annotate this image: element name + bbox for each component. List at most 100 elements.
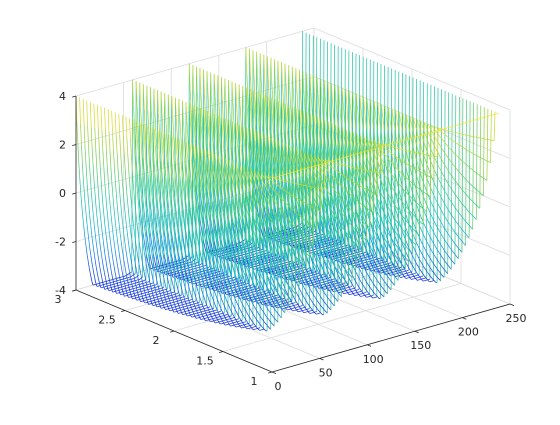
mesh-line-segment [147,209,148,218]
mesh-line-segment [141,253,142,259]
mesh-line-segment [118,267,119,272]
mesh-line-segment [148,217,149,225]
mesh-line-segment [131,293,132,296]
mesh-line-segment [100,241,101,248]
mesh-line-segment [141,275,142,280]
mesh-line-segment [205,230,206,236]
mesh-line-segment [146,284,147,288]
mesh-line-segment [145,275,146,280]
mesh-line-segment [280,270,281,273]
mesh-line-segment [86,249,87,256]
mesh-line-segment [216,117,217,134]
mesh-line-segment [211,223,212,229]
mesh-line-segment [315,94,316,110]
mesh-line-segment [165,239,166,245]
mesh-line-segment [112,182,113,195]
mesh-line-segment [151,112,152,132]
mesh-line-segment [186,167,187,179]
mesh-line-segment [141,141,142,157]
mesh-line-segment [99,282,100,286]
mesh-line-segment [128,206,129,216]
mesh-line-segment [148,195,149,205]
mesh-line-segment [83,215,84,225]
mesh-line-segment [115,112,116,134]
mesh-line-segment [103,282,104,286]
mesh-line-segment [258,163,259,173]
mesh-line-segment [104,268,105,273]
mesh-line-segment [98,278,99,282]
mesh-line-segment [251,97,252,115]
mesh-line-segment [82,204,83,215]
mesh-line-segment [151,262,152,266]
mesh-line-segment [122,115,123,136]
mesh-line-segment [121,206,122,216]
mesh-line-segment [91,193,92,205]
mesh-line-segment [172,256,173,261]
mesh-line-segment [133,120,134,139]
mesh-line-segment [150,215,151,223]
mesh-line-segment [95,193,96,205]
mesh-line-segment [132,266,133,271]
mesh-line-segment [112,255,113,261]
mesh-line-segment [128,240,129,247]
mesh-line-segment [111,267,112,272]
mesh-line-segment [122,216,123,225]
mesh-line-segment [148,184,149,195]
mesh-line-segment [150,233,151,240]
mesh-line-segment [215,98,216,118]
mesh-line-segment [128,155,129,170]
mesh-line-segment [314,231,315,232]
mesh-line-segment [127,274,128,275]
mesh-line-segment [247,107,248,124]
mesh-line-segment [259,98,260,116]
mesh-line-segment [87,225,88,234]
mesh-line-segment [132,275,133,276]
mesh-line-segment [77,123,78,145]
mesh-line-segment [91,256,92,262]
mesh-line-segment [80,179,81,193]
mesh-line-segment [133,184,134,196]
mesh-line-segment [198,114,199,132]
mesh-line-segment [92,282,93,285]
mesh-line-segment [275,82,276,102]
mesh-line-segment [193,168,194,180]
mesh-line-segment [143,299,144,302]
mesh-line-segment [150,87,151,281]
mesh-line-segment [100,205,101,215]
mesh-line-segment [226,101,227,120]
mesh-line-segment [138,195,139,205]
mesh-line-segment [113,195,114,206]
mesh-line-segment [184,277,185,280]
mesh-line-segment [141,292,142,296]
mesh-line-segment [135,128,136,146]
mesh-line-segment [95,262,96,268]
mesh-line-segment [282,266,283,269]
mesh-line-segment [127,254,128,260]
mesh-line-segment [107,206,108,216]
mesh-line-segment [114,152,115,168]
mesh-line-segment [122,248,123,255]
mesh-line-segment [105,181,106,194]
mesh-line-segment [116,255,117,261]
mesh-line-segment [291,105,292,121]
mesh-line-segment [158,257,159,262]
mesh-line-segment [143,246,144,252]
mesh-line-segment [147,126,148,144]
mesh-line-segment [325,242,326,246]
mesh-line-segment [151,185,152,196]
mesh-line-segment [212,245,213,249]
mesh-line-segment [169,310,170,311]
mesh-line-segment [297,89,298,107]
mesh-line-segment [241,122,242,137]
mesh-line-segment [159,178,160,190]
mesh-line-segment [211,193,212,202]
mesh-line-segment [172,166,173,178]
mesh-line-segment [161,165,162,178]
mesh-line-segment [161,233,162,240]
mesh-line-segment [165,284,166,288]
mesh-line-segment [109,278,110,283]
mesh-line-segment [181,138,182,154]
mesh-line-segment [182,101,183,295]
mesh-line-segment [183,167,184,179]
